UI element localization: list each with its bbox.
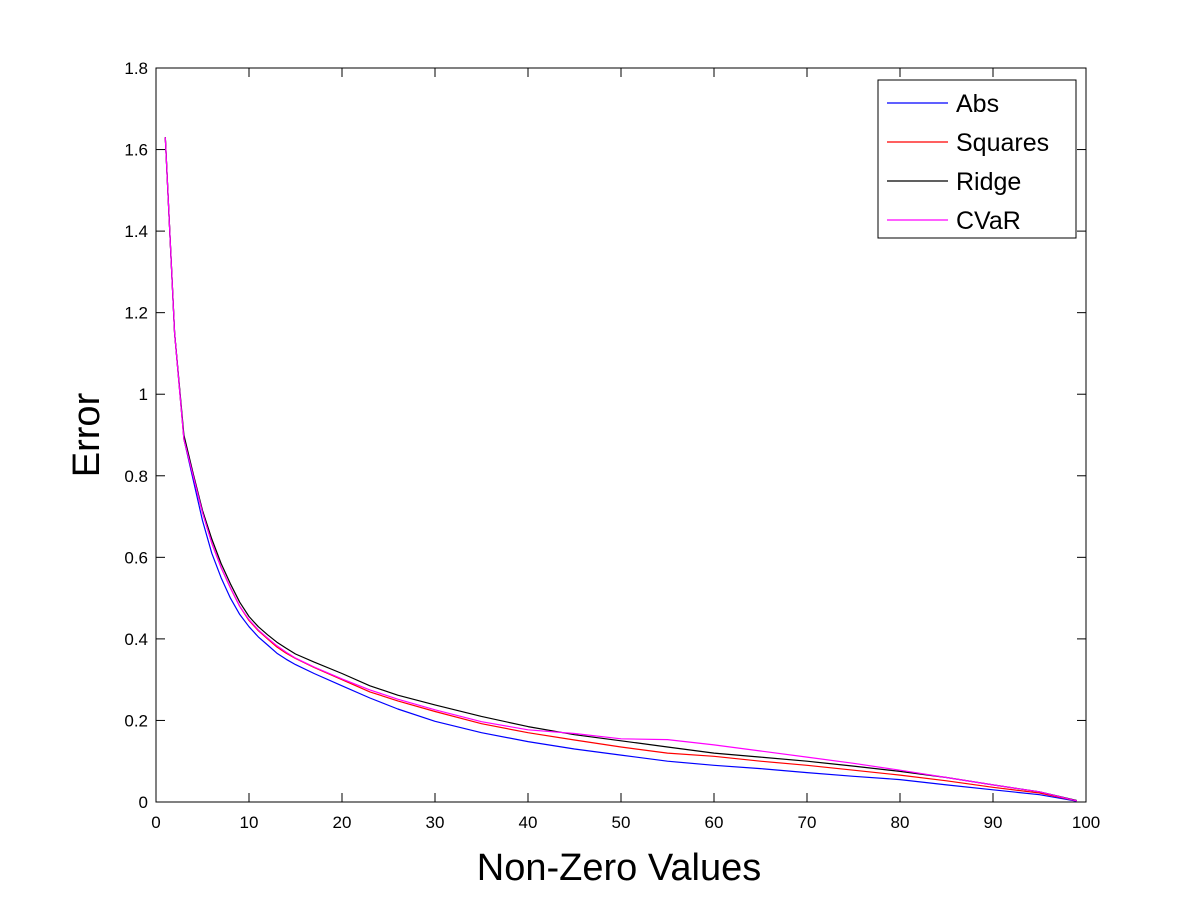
y-axis-ticks: 0 0.2 0.4 0.6 0.8 1 1.2 1.4 1.6 1.8 [124,59,1086,812]
y-tick-label: 1 [139,385,148,404]
y-tick-label: 1.2 [124,304,148,323]
legend-label-cvar: CVaR [956,207,1021,235]
x-tick-label: 20 [333,813,352,832]
y-tick-label: 1.4 [124,222,148,241]
legend-label-ridge: Ridge [956,168,1021,196]
x-axis-title: Non-Zero Values [477,847,761,889]
series-line-ridge [164,137,1077,801]
legend: Abs Squares Ridge CVaR [877,79,1077,239]
x-tick-label: 60 [705,813,724,832]
x-tick-label: 90 [984,813,1003,832]
x-tick-label: 30 [426,813,445,832]
y-tick-label: 0.6 [124,548,148,567]
legend-label-squares: Squares [956,129,1049,157]
y-tick-label: 0.8 [124,467,148,486]
series-lines [164,137,1077,802]
x-tick-label: 0 [151,813,160,832]
legend-items: Abs Squares Ridge CVaR [887,90,1049,235]
x-axis-ticks: 0 10 20 30 40 50 60 70 80 90 100 [151,68,1100,832]
x-tick-label: 70 [798,813,817,832]
legend-label-abs: Abs [956,90,999,118]
series-line-abs [164,137,1077,802]
y-tick-label: 0 [139,793,148,812]
x-tick-label: 40 [519,813,538,832]
x-tick-label: 50 [612,813,631,832]
y-tick-label: 0.4 [124,630,148,649]
y-tick-label: 1.8 [124,59,148,78]
y-tick-label: 1.6 [124,141,148,160]
x-tick-label: 80 [891,813,910,832]
x-tick-label: 100 [1072,813,1100,832]
x-tick-label: 10 [240,813,259,832]
y-axis-title: Error [66,392,108,477]
legend-box [877,79,1077,239]
series-line-cvar [164,137,1077,802]
y-tick-label: 0.2 [124,711,148,730]
